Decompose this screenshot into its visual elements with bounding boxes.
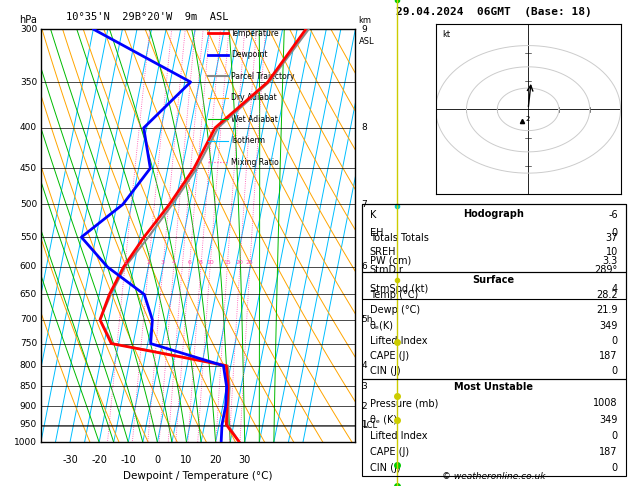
Text: 650: 650 — [20, 290, 37, 299]
Text: 0: 0 — [612, 463, 618, 473]
Text: 750: 750 — [20, 339, 37, 348]
Text: 3.3: 3.3 — [603, 256, 618, 266]
Text: StmDir: StmDir — [370, 265, 403, 276]
Text: 4: 4 — [612, 284, 618, 295]
Text: 8: 8 — [362, 123, 367, 132]
Text: 900: 900 — [20, 401, 37, 411]
Text: -10: -10 — [120, 455, 136, 465]
Text: 6: 6 — [187, 260, 191, 265]
Text: 10°35'N  29B°20'W  9m  ASL: 10°35'N 29B°20'W 9m ASL — [66, 12, 228, 22]
Text: Temperature: Temperature — [231, 29, 280, 38]
Text: CIN (J): CIN (J) — [370, 366, 400, 377]
Text: ASL: ASL — [359, 37, 374, 47]
Text: 10: 10 — [181, 455, 192, 465]
Text: 349: 349 — [599, 321, 618, 330]
Text: 187: 187 — [599, 447, 618, 457]
Text: 350: 350 — [20, 78, 37, 87]
Text: 25: 25 — [246, 260, 253, 265]
Text: 0: 0 — [154, 455, 160, 465]
Text: StmSpd (kt): StmSpd (kt) — [370, 284, 428, 295]
Text: 37: 37 — [606, 233, 618, 243]
Text: Lifted Index: Lifted Index — [370, 431, 427, 441]
Text: 20: 20 — [236, 260, 244, 265]
Text: 600: 600 — [20, 262, 37, 272]
Text: 5h: 5h — [362, 315, 373, 324]
Bar — [362, 204, 626, 299]
Text: 2: 2 — [147, 260, 150, 265]
Text: 450: 450 — [20, 164, 37, 173]
Text: 550: 550 — [20, 233, 37, 242]
Text: 15: 15 — [223, 260, 231, 265]
Text: 21.9: 21.9 — [596, 305, 618, 315]
Text: 7: 7 — [362, 200, 367, 209]
Text: km: km — [359, 16, 372, 25]
Text: 3: 3 — [161, 260, 165, 265]
Text: 30: 30 — [238, 455, 251, 465]
Text: 187: 187 — [599, 351, 618, 361]
Text: 4: 4 — [362, 361, 367, 370]
Text: hPa: hPa — [19, 15, 36, 25]
Text: 1: 1 — [362, 420, 367, 429]
Text: Isotherm: Isotherm — [231, 136, 265, 145]
Text: Pressure (mb): Pressure (mb) — [370, 399, 438, 408]
Text: Most Unstable: Most Unstable — [454, 382, 533, 392]
Text: Dewpoint / Temperature (°C): Dewpoint / Temperature (°C) — [123, 471, 273, 481]
Text: Mixing Ratio: Mixing Ratio — [231, 157, 279, 167]
Text: 0: 0 — [612, 431, 618, 441]
Text: 0: 0 — [612, 336, 618, 346]
Text: 8: 8 — [199, 260, 203, 265]
Text: Dewpoint: Dewpoint — [231, 50, 268, 59]
Text: 10: 10 — [606, 246, 618, 257]
Text: 0: 0 — [612, 227, 618, 238]
Text: EH: EH — [370, 227, 383, 238]
Text: Dry Adiabat: Dry Adiabat — [231, 93, 277, 102]
Text: CAPE (J): CAPE (J) — [370, 447, 409, 457]
Bar — [362, 204, 626, 272]
Text: © weatheronline.co.uk: © weatheronline.co.uk — [442, 472, 545, 481]
Text: 950: 950 — [20, 420, 37, 429]
Text: -6: -6 — [608, 210, 618, 221]
Text: 1008: 1008 — [593, 399, 618, 408]
Text: 850: 850 — [20, 382, 37, 391]
Text: 800: 800 — [20, 361, 37, 370]
Text: Temp (°C): Temp (°C) — [370, 290, 418, 300]
Text: 28.2: 28.2 — [596, 290, 618, 300]
Text: -30: -30 — [62, 455, 78, 465]
Text: 400: 400 — [20, 123, 37, 132]
Text: Wet Adiabat: Wet Adiabat — [231, 115, 278, 124]
Text: 3: 3 — [362, 382, 367, 391]
Text: K: K — [370, 210, 376, 221]
Text: Surface: Surface — [473, 275, 515, 285]
Text: 300: 300 — [20, 25, 37, 34]
Text: 700: 700 — [20, 315, 37, 324]
Text: 20: 20 — [209, 455, 222, 465]
Text: 0: 0 — [612, 366, 618, 377]
Text: CIN (J): CIN (J) — [370, 463, 400, 473]
Text: 349: 349 — [599, 415, 618, 425]
Text: CAPE (J): CAPE (J) — [370, 351, 409, 361]
Text: 10: 10 — [206, 260, 214, 265]
Text: SREH: SREH — [370, 246, 396, 257]
Text: θₑ (K): θₑ (K) — [370, 415, 397, 425]
Text: Hodograph: Hodograph — [464, 208, 524, 219]
Text: Parcel Trajectory: Parcel Trajectory — [231, 72, 294, 81]
Text: 9: 9 — [362, 25, 367, 34]
Text: 1: 1 — [123, 260, 127, 265]
Text: 6: 6 — [362, 262, 367, 272]
Text: θₑ(K): θₑ(K) — [370, 321, 394, 330]
Text: 29.04.2024  06GMT  (Base: 18): 29.04.2024 06GMT (Base: 18) — [396, 7, 592, 17]
Bar — [362, 379, 626, 476]
Text: 500: 500 — [20, 200, 37, 209]
Text: 289°: 289° — [594, 265, 618, 276]
Bar — [362, 272, 626, 379]
Text: Totals Totals: Totals Totals — [370, 233, 428, 243]
Text: -20: -20 — [91, 455, 107, 465]
Text: Lifted Index: Lifted Index — [370, 336, 427, 346]
Text: PW (cm): PW (cm) — [370, 256, 411, 266]
Text: LCL: LCL — [362, 421, 377, 430]
Text: Dewp (°C): Dewp (°C) — [370, 305, 420, 315]
Text: 2: 2 — [362, 401, 367, 411]
Text: 1000: 1000 — [14, 438, 37, 447]
Text: 4: 4 — [172, 260, 175, 265]
